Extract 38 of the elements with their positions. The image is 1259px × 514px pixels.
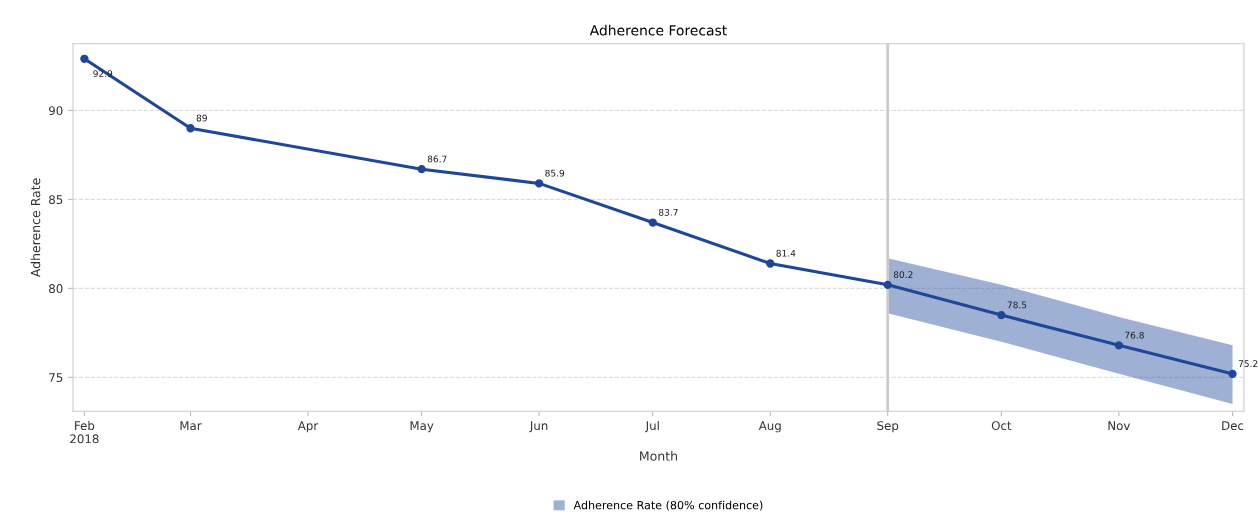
data-label: 86.7 [427,155,447,163]
point [1114,341,1124,350]
data-label: 75.2 [1238,360,1258,368]
point [997,310,1006,320]
x-tick-label: Feb 2018 [70,420,99,444]
point [883,280,892,290]
legend-label: Adherence Rate (80% confidence) [573,500,763,511]
data-label: 78.5 [1007,301,1027,309]
x-tick-label: Aug [758,421,781,433]
y-tick-label: 85 [49,195,63,205]
x-tick-label: Dec [1222,421,1244,431]
y-tick-label: 80 [49,284,63,294]
x-tick-label: Jul [645,420,659,433]
x-tick-label: May [410,421,434,433]
point [186,124,195,133]
data-label: 83.7 [658,208,678,216]
y-axis-title: Adherence Rate [30,178,41,278]
point [80,54,89,63]
point [1228,369,1237,378]
x-tick-label: Sep [877,421,899,433]
point [417,164,426,174]
data-label: 76.8 [1125,331,1144,339]
data-label: 80.2 [893,271,913,279]
x-tick-label: Jun [529,421,548,433]
data-label: 81.4 [776,249,796,257]
x-tick-label: Mar [180,421,202,431]
chart-title: Adherence Forecast [589,24,727,36]
point [534,179,544,188]
x-axis-title: Month [640,451,677,461]
y-tick-label: 75 [49,373,63,383]
data-label: 85.9 [545,169,565,177]
point [648,218,657,227]
y-tick-label: 90 [49,106,63,116]
x-tick-label: Apr [297,421,319,433]
point [766,259,775,268]
data-label: 89 [196,114,207,122]
x-tick-label: Oct [991,421,1012,431]
x-tick-label: Nov [1108,421,1131,431]
